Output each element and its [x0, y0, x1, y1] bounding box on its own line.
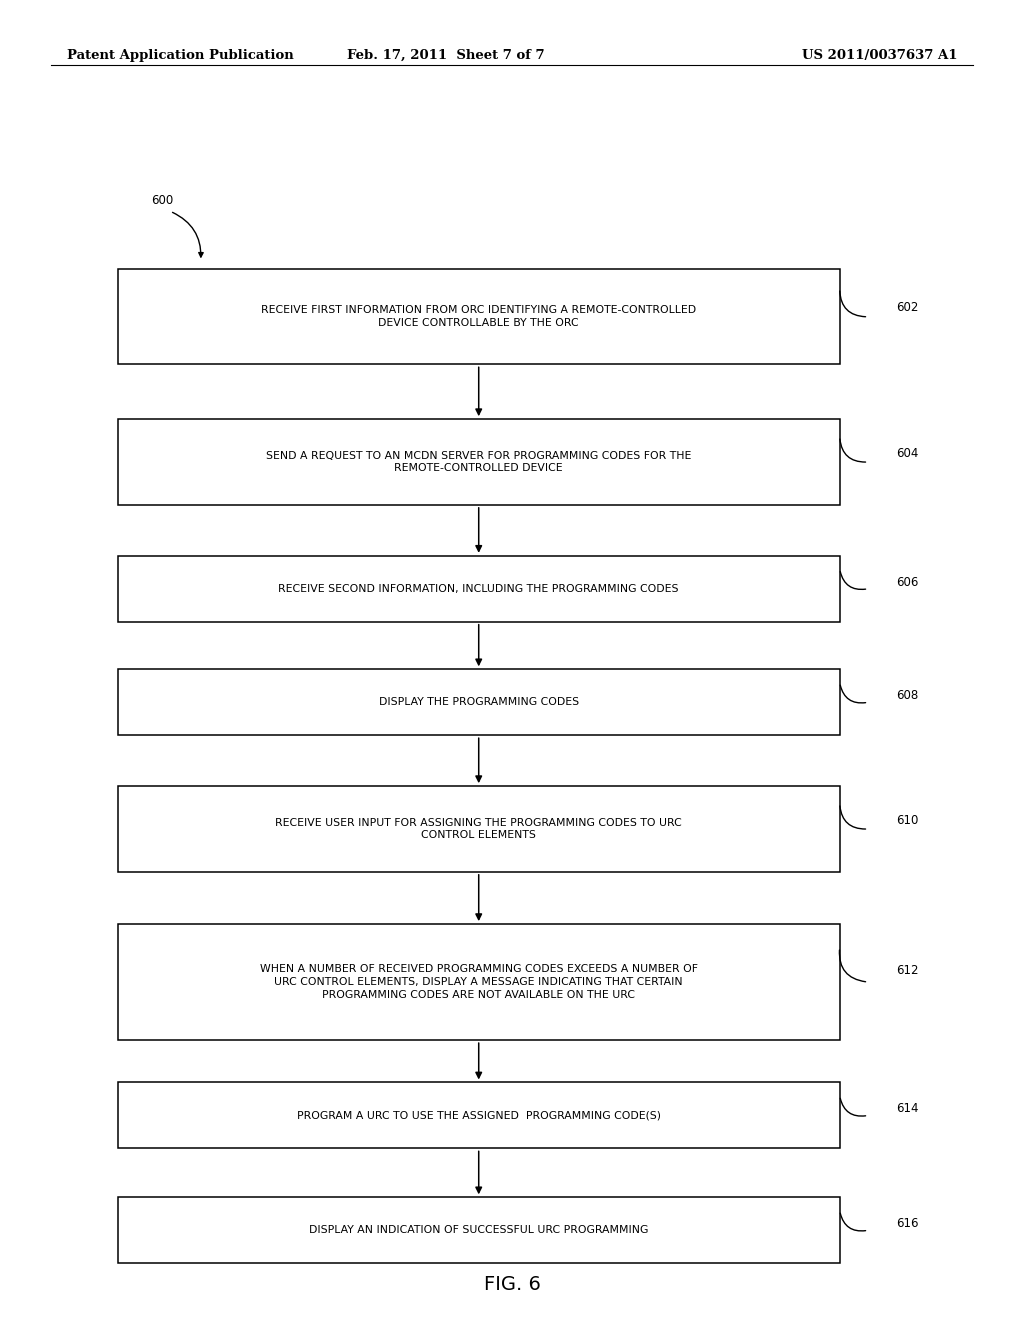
- Text: DISPLAY THE PROGRAMMING CODES: DISPLAY THE PROGRAMMING CODES: [379, 697, 579, 708]
- Bar: [118, 669, 840, 735]
- Text: US 2011/0037637 A1: US 2011/0037637 A1: [802, 49, 957, 62]
- Text: SEND A REQUEST TO AN MCDN SERVER FOR PROGRAMMING CODES FOR THE
REMOTE-CONTROLLED: SEND A REQUEST TO AN MCDN SERVER FOR PRO…: [266, 450, 691, 474]
- Text: 602: 602: [896, 301, 919, 314]
- Text: DISPLAY AN INDICATION OF SUCCESSFUL URC PROGRAMMING: DISPLAY AN INDICATION OF SUCCESSFUL URC …: [309, 1225, 648, 1236]
- Text: 616: 616: [896, 1217, 919, 1230]
- Bar: [118, 269, 840, 364]
- Text: FIG. 6: FIG. 6: [483, 1275, 541, 1294]
- Text: PROGRAM A URC TO USE THE ASSIGNED  PROGRAMMING CODE(S): PROGRAM A URC TO USE THE ASSIGNED PROGRA…: [297, 1110, 660, 1121]
- Text: 612: 612: [896, 964, 919, 977]
- Text: RECEIVE SECOND INFORMATION, INCLUDING THE PROGRAMMING CODES: RECEIVE SECOND INFORMATION, INCLUDING TH…: [279, 583, 679, 594]
- Text: 606: 606: [896, 576, 919, 589]
- Bar: [118, 418, 840, 504]
- Text: RECEIVE FIRST INFORMATION FROM ORC IDENTIFYING A REMOTE-CONTROLLED
DEVICE CONTRO: RECEIVE FIRST INFORMATION FROM ORC IDENT…: [261, 305, 696, 329]
- Text: WHEN A NUMBER OF RECEIVED PROGRAMMING CODES EXCEEDS A NUMBER OF
URC CONTROL ELEM: WHEN A NUMBER OF RECEIVED PROGRAMMING CO…: [260, 965, 697, 999]
- Bar: [118, 556, 840, 622]
- Text: 604: 604: [896, 447, 919, 459]
- Bar: [118, 924, 840, 1040]
- Bar: [118, 785, 840, 871]
- Bar: [118, 1082, 840, 1148]
- Text: 610: 610: [896, 814, 919, 826]
- Text: 600: 600: [152, 194, 174, 207]
- Bar: [118, 1197, 840, 1263]
- Text: Feb. 17, 2011  Sheet 7 of 7: Feb. 17, 2011 Sheet 7 of 7: [347, 49, 544, 62]
- Text: 608: 608: [896, 689, 919, 702]
- Text: Patent Application Publication: Patent Application Publication: [67, 49, 293, 62]
- Text: RECEIVE USER INPUT FOR ASSIGNING THE PROGRAMMING CODES TO URC
CONTROL ELEMENTS: RECEIVE USER INPUT FOR ASSIGNING THE PRO…: [275, 817, 682, 841]
- Text: 614: 614: [896, 1102, 919, 1115]
